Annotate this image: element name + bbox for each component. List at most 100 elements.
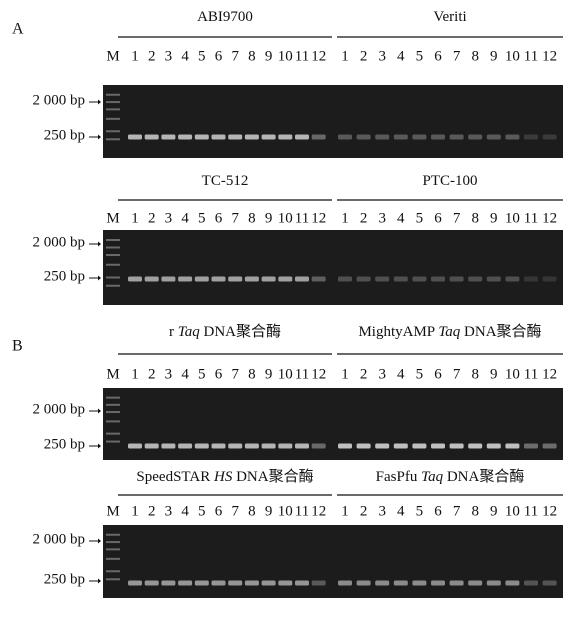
lane-label: 6 — [434, 503, 442, 519]
dna-band — [278, 277, 292, 282]
dna-band — [338, 135, 352, 140]
dna-band — [212, 444, 226, 449]
lane-label: 10 — [278, 503, 293, 519]
dna-band — [262, 581, 276, 586]
dna-band — [543, 444, 557, 449]
lane-label: 12 — [311, 366, 326, 382]
dna-band — [278, 135, 292, 140]
title-segment: PTC-100 — [422, 173, 477, 189]
ladder-band — [106, 578, 120, 580]
lane-label: 9 — [265, 48, 273, 64]
ladder-band — [106, 397, 120, 399]
lane-label: 2 — [360, 210, 368, 226]
title-segment: Taq — [178, 324, 200, 340]
dna-band — [375, 444, 389, 449]
dna-band — [524, 277, 538, 282]
dna-band — [245, 444, 259, 449]
dna-band — [178, 277, 192, 282]
title-segment: MightyAMP — [358, 324, 438, 340]
dna-band — [412, 135, 426, 140]
lane-label: 5 — [416, 48, 424, 64]
dna-band — [468, 277, 482, 282]
dna-band — [338, 444, 352, 449]
ladder-band — [106, 570, 120, 572]
lane-label: 10 — [278, 48, 293, 64]
lane-label: 3 — [378, 366, 386, 382]
ladder-band — [106, 94, 120, 96]
lane-label: 4 — [397, 503, 405, 519]
lane-label: 4 — [397, 48, 405, 64]
dna-band — [278, 444, 292, 449]
ladder-band — [106, 247, 120, 249]
lane-label: 11 — [524, 210, 538, 226]
title-segment: SpeedSTAR — [136, 469, 214, 485]
size-marker: 2 000 bp — [33, 234, 86, 250]
gel-image — [103, 230, 563, 305]
title-segment: Veriti — [433, 9, 466, 25]
dna-band — [412, 444, 426, 449]
lane-label: 3 — [378, 48, 386, 64]
title-segment: DNA聚合酶 — [232, 468, 313, 485]
lane-label: 6 — [434, 48, 442, 64]
lane-label: 11 — [524, 503, 538, 519]
dna-band — [195, 581, 209, 586]
dna-band — [450, 444, 464, 449]
ladder-band — [106, 541, 120, 543]
dna-band — [375, 581, 389, 586]
dna-band — [161, 444, 175, 449]
lane-label: 6 — [215, 366, 223, 382]
title-segment: DNA聚合酶 — [443, 468, 524, 485]
lane-label: 4 — [181, 48, 189, 64]
gel-group-title: PTC-100 — [422, 173, 477, 189]
lane-label: 2 — [360, 366, 368, 382]
lane-label: 1 — [131, 210, 139, 226]
dna-band — [245, 581, 259, 586]
dna-band — [505, 581, 519, 586]
dna-band — [128, 135, 142, 140]
size-marker: 250 bp — [44, 127, 85, 143]
title-segment: r — [169, 324, 178, 340]
dna-band — [145, 135, 159, 140]
ladder-band — [106, 118, 120, 120]
lane-label: 11 — [524, 366, 538, 382]
title-segment: DNA聚合酶 — [460, 323, 541, 340]
lane-label: 1 — [131, 366, 139, 382]
ladder-band — [106, 420, 120, 422]
lane-label: 5 — [416, 210, 424, 226]
dna-band — [161, 277, 175, 282]
lane-label: 9 — [265, 366, 273, 382]
dna-band — [262, 444, 276, 449]
lane-label: 8 — [471, 503, 479, 519]
dna-band — [394, 581, 408, 586]
dna-band — [412, 581, 426, 586]
lane-label: 2 — [148, 210, 156, 226]
lane-label: 2 — [148, 48, 156, 64]
lane-label: 10 — [278, 210, 293, 226]
lane-label: 7 — [453, 48, 461, 64]
lane-label: 7 — [231, 503, 239, 519]
lane-label: 6 — [434, 210, 442, 226]
lane-label: 6 — [434, 366, 442, 382]
lane-label: 9 — [265, 210, 273, 226]
dna-band — [394, 277, 408, 282]
lane-label: 7 — [453, 503, 461, 519]
lane-label: 4 — [181, 210, 189, 226]
lane-label: 11 — [295, 48, 309, 64]
lane-label: 2 — [148, 503, 156, 519]
panel-label: A — [12, 21, 24, 38]
title-segment: HS — [213, 469, 233, 485]
lane-label: 4 — [181, 503, 189, 519]
lane-label: 12 — [542, 48, 557, 64]
lane-label: 9 — [490, 503, 498, 519]
dna-band — [394, 135, 408, 140]
dna-band — [543, 581, 557, 586]
dna-band — [295, 581, 309, 586]
lane-label: 7 — [231, 366, 239, 382]
dna-band — [431, 135, 445, 140]
lane-label: M — [106, 210, 119, 226]
lane-label: 11 — [295, 366, 309, 382]
dna-band — [212, 581, 226, 586]
dna-band — [178, 135, 192, 140]
lane-label: 12 — [542, 210, 557, 226]
lane-label: 12 — [542, 503, 557, 519]
